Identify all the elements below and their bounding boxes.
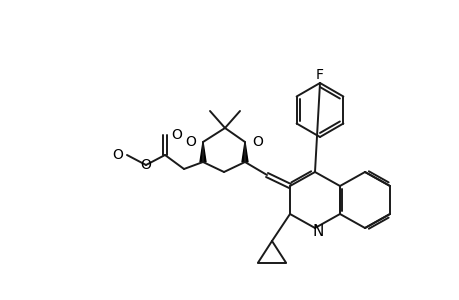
Text: O: O xyxy=(140,158,151,172)
Polygon shape xyxy=(241,142,247,162)
Text: N: N xyxy=(312,224,323,239)
Polygon shape xyxy=(200,142,206,162)
Text: F: F xyxy=(315,68,323,82)
Text: O: O xyxy=(252,135,262,149)
Text: O: O xyxy=(112,148,123,162)
Text: O: O xyxy=(185,135,196,149)
Text: O: O xyxy=(171,128,181,142)
